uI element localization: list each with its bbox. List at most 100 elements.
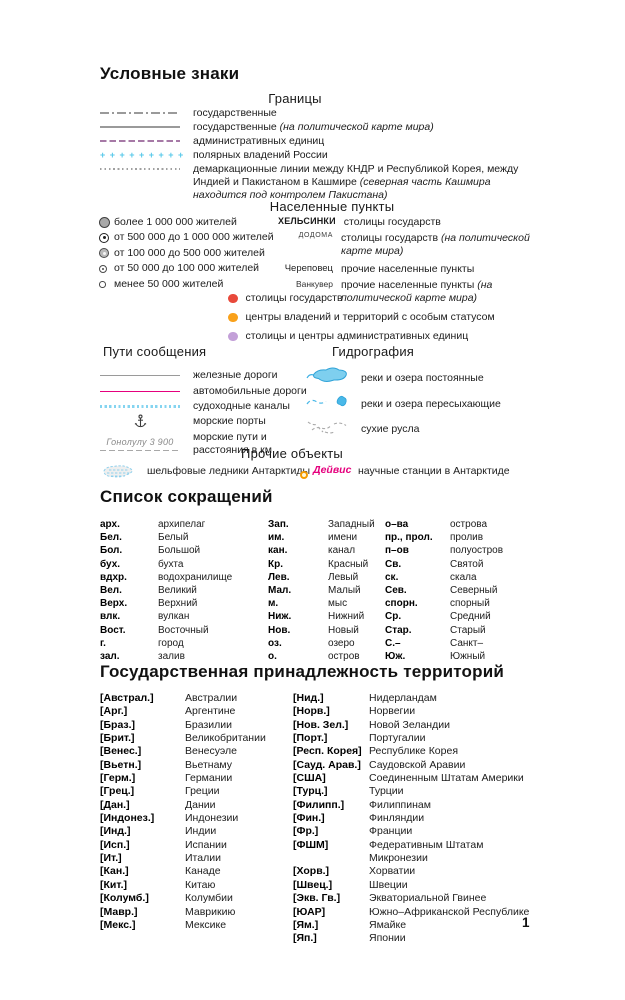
abbreviation-row: Ниж. Нижний [268,610,385,623]
section-heading-hydrography: Гидрография [332,344,415,359]
legend-label: от 50 000 до 100 000 жителей [114,262,260,275]
legend-label: более 1 000 000 жителей [114,215,237,228]
abbreviation-row: им. имени [268,531,385,544]
territory-row: [Нов. Зел.] Новой Зеландии [293,719,533,732]
abbreviation-meaning: остров [328,651,360,663]
abbreviation-row: Бел. Белый [100,531,268,544]
territory-row: [ЮАР] Южно–Африканской Республике [293,906,533,919]
territory-owner: Новой Зеландии [369,718,450,731]
abbreviation-meaning: водохранилище [158,571,233,583]
abbreviation-row: Юж. Южный [385,650,540,663]
territory-row: [ФШМ] Федеративным Штатам Микронезии [293,839,533,866]
city-name-sample: Ванкувер [295,279,333,289]
abbreviation-meaning: мыс [328,598,348,610]
legend-label-note: (северная часть Кашмира находится под ко… [193,176,491,201]
territory-row: [Герм.] Германии [100,772,293,785]
abbreviation-row: Зап. Западный [268,518,385,531]
legend-label: государственные (на политической карте м… [193,121,528,134]
borders-legend: государственные государственные (на поли… [100,107,528,203]
abbreviation-row: С.– Санкт– [385,637,540,650]
territory-row: [Инд.] Индии [100,825,293,838]
state-capital-dot-icon [228,293,238,304]
territory-row: [Швец.] Швеции [293,879,533,892]
abbreviation-row: оз. озеро [268,637,385,650]
legend-row-city-size: от 50 000 до 100 000 жителей [99,262,274,277]
territory-row: [США] Соединенным Штатам Америки [293,772,533,785]
abbreviation-term: Вост. [100,624,126,636]
legend-label: судоходные каналы [193,400,290,412]
abbreviation-meaning: Красный [328,558,369,570]
abbreviation-term: Нов. [268,624,291,636]
territory-owner: Норвегии [369,705,416,718]
territory-abbr: [Фр.] [293,825,319,838]
abbreviation-term: Бол. [100,545,123,557]
canal-line-icon [100,405,180,408]
legend-row-road: автомобильные дороги [100,385,318,398]
abbreviation-term: Бел. [100,532,122,544]
admin-border-line-icon [100,140,180,148]
road-line-icon [100,390,180,393]
territory-abbr: [Браз.] [100,718,136,731]
abbreviation-row: вдхр. водохранилище [100,571,268,584]
abbreviation-meaning: озеро [328,637,355,649]
territory-row: [Порт.] Португалии [293,732,533,745]
intermittent-river-icon [305,393,355,415]
abbreviation-meaning: Малый [328,585,361,597]
abbreviation-meaning: скала [450,571,477,583]
legend-label: столицы государств [343,216,441,228]
abbreviation-meaning: залив [158,651,185,663]
territory-abbr: [Кан.] [100,865,129,878]
city-under-50k-icon [99,281,114,288]
abbreviation-meaning: Великий [158,585,197,597]
territory-row: [Колумб.] Колумбии [100,892,293,905]
territory-row: [Индонез.] Индонезии [100,812,293,825]
abbreviation-meaning: Южный [450,651,486,663]
abbreviation-term: зал. [100,651,120,663]
abbreviation-row: Св. Святой [385,558,540,571]
territory-owner: Ямайке [369,918,407,931]
legend-label: прочие населенные пункты [341,263,475,275]
territory-row: [Фин.] Финляндии [293,812,533,825]
territory-owner: Филиппинам [369,798,431,811]
territory-abbr: [Фин.] [293,812,325,825]
territory-owner: Федеративным Штатам Микронезии [369,838,484,865]
territories-column-1: [Австрал.] Австралии [Арг.] Аргентине [Б… [100,692,293,946]
admin-center-dot-icon [228,331,238,342]
legend-row-territory-center: центры владений и территорий с особым ст… [228,311,495,324]
territory-row: [Арг.] Аргентине [100,705,293,718]
abbreviation-meaning: Верхний [158,598,198,610]
territory-owner: Дании [185,798,216,811]
legend-row-rivers-lakes: реки и озера постоянные [305,365,501,391]
abbreviation-meaning: Святой [450,558,484,570]
state-border-political-line-icon [100,126,180,134]
territory-owner: Великобритании [185,732,266,745]
territory-row: [Турц.] Турции [293,785,533,798]
city-name-sample: ДОДОМА [298,232,333,239]
legend-label: сухие русла [361,423,420,435]
abbreviation-meaning: имени [328,532,358,544]
abbreviation-term: о–ва [385,519,409,530]
territory-owner: Испании [185,838,227,851]
abbreviation-meaning: спорный [450,598,490,610]
abbreviation-term: Лев. [268,571,290,583]
abbreviation-term: Ниж. [268,611,292,623]
abbreviation-row: Кр. Красный [268,558,385,571]
territory-row: [Ям.] Ямайке [293,919,533,932]
legend-label: столицы государств (на политической карт… [341,232,536,258]
sea-route-sample-text: Гонолулу 3 900 [106,436,174,447]
abbreviation-meaning: пролив [450,532,484,544]
abbreviations-column-3: о–ва острова пр., прол. пролив п–ов полу… [385,518,540,663]
territory-owner: Канаде [185,865,221,878]
territory-row: [Брит.] Великобритании [100,732,293,745]
territory-abbr: [Сауд. Арав.] [293,758,361,771]
territory-owner: Франции [369,825,413,838]
territory-owner: Маврикию [185,905,236,918]
legend-label: автомобильные дороги [193,385,307,397]
abbreviation-term: спорн. [385,598,418,610]
legend-label: столицы государств [245,292,343,304]
territory-owner: Вьетнаму [185,758,232,771]
city-500k-1m-icon [99,232,114,243]
territory-abbr: [Яп.] [293,932,317,945]
legend-label-text: демаркационные линии между КНДР и Респуб… [193,163,519,188]
abbreviation-row: Мал. Малый [268,584,385,597]
